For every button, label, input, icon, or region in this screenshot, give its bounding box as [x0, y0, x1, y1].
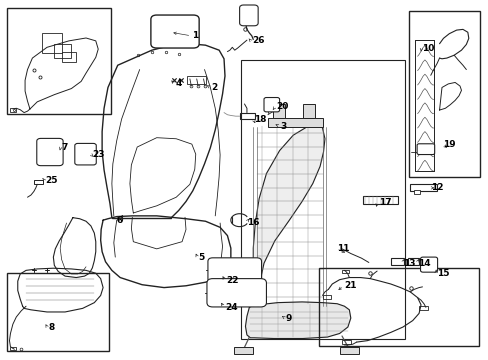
Bar: [339, 347, 358, 354]
Bar: [239, 113, 255, 119]
Text: 6: 6: [117, 216, 123, 225]
Bar: [322, 295, 330, 299]
Text: 13: 13: [403, 259, 415, 268]
Bar: [240, 59, 405, 338]
Text: 10: 10: [422, 44, 434, 53]
Bar: [6, 273, 109, 351]
Bar: [303, 104, 315, 118]
Text: 3: 3: [280, 122, 286, 131]
Text: 16: 16: [247, 218, 260, 227]
Bar: [409, 184, 436, 191]
Bar: [42, 33, 61, 53]
Bar: [341, 340, 350, 344]
Text: 24: 24: [224, 303, 237, 312]
Text: 15: 15: [436, 269, 448, 278]
Bar: [61, 52, 76, 62]
Bar: [10, 108, 16, 112]
Text: 14: 14: [417, 259, 430, 268]
Text: 11: 11: [336, 244, 349, 253]
Bar: [233, 347, 253, 354]
FancyBboxPatch shape: [206, 279, 266, 307]
Text: 2: 2: [211, 83, 217, 92]
FancyBboxPatch shape: [239, 5, 258, 26]
Text: 19: 19: [443, 140, 455, 149]
Bar: [408, 12, 479, 177]
Bar: [418, 306, 427, 310]
FancyBboxPatch shape: [416, 144, 434, 154]
Bar: [10, 347, 16, 350]
FancyBboxPatch shape: [75, 143, 96, 165]
Bar: [390, 258, 404, 265]
Bar: [318, 267, 478, 346]
Text: 4: 4: [175, 80, 181, 89]
Text: 12: 12: [430, 183, 442, 192]
FancyBboxPatch shape: [264, 98, 279, 112]
Text: 20: 20: [276, 102, 288, 111]
Text: 22: 22: [225, 276, 238, 285]
Bar: [362, 197, 397, 204]
Text: 5: 5: [198, 253, 204, 262]
Bar: [272, 104, 285, 118]
Bar: [54, 44, 71, 58]
Text: 23: 23: [92, 150, 104, 159]
Bar: [341, 270, 348, 273]
Text: 9: 9: [285, 314, 292, 323]
Bar: [407, 258, 418, 265]
Polygon shape: [253, 123, 325, 306]
FancyBboxPatch shape: [207, 258, 261, 282]
Bar: [267, 118, 322, 127]
Bar: [413, 190, 419, 194]
Text: 8: 8: [48, 323, 55, 332]
Text: 7: 7: [61, 143, 68, 152]
Text: 17: 17: [378, 198, 390, 207]
Bar: [34, 180, 42, 184]
Text: 21: 21: [344, 281, 356, 290]
Text: 18: 18: [254, 114, 266, 123]
Text: 26: 26: [251, 36, 264, 45]
FancyBboxPatch shape: [151, 15, 199, 48]
Text: 1: 1: [192, 31, 198, 40]
Text: 25: 25: [45, 176, 58, 185]
FancyBboxPatch shape: [420, 257, 437, 272]
Polygon shape: [245, 302, 350, 338]
FancyBboxPatch shape: [37, 138, 63, 166]
Bar: [186, 76, 206, 84]
Bar: [6, 8, 111, 114]
